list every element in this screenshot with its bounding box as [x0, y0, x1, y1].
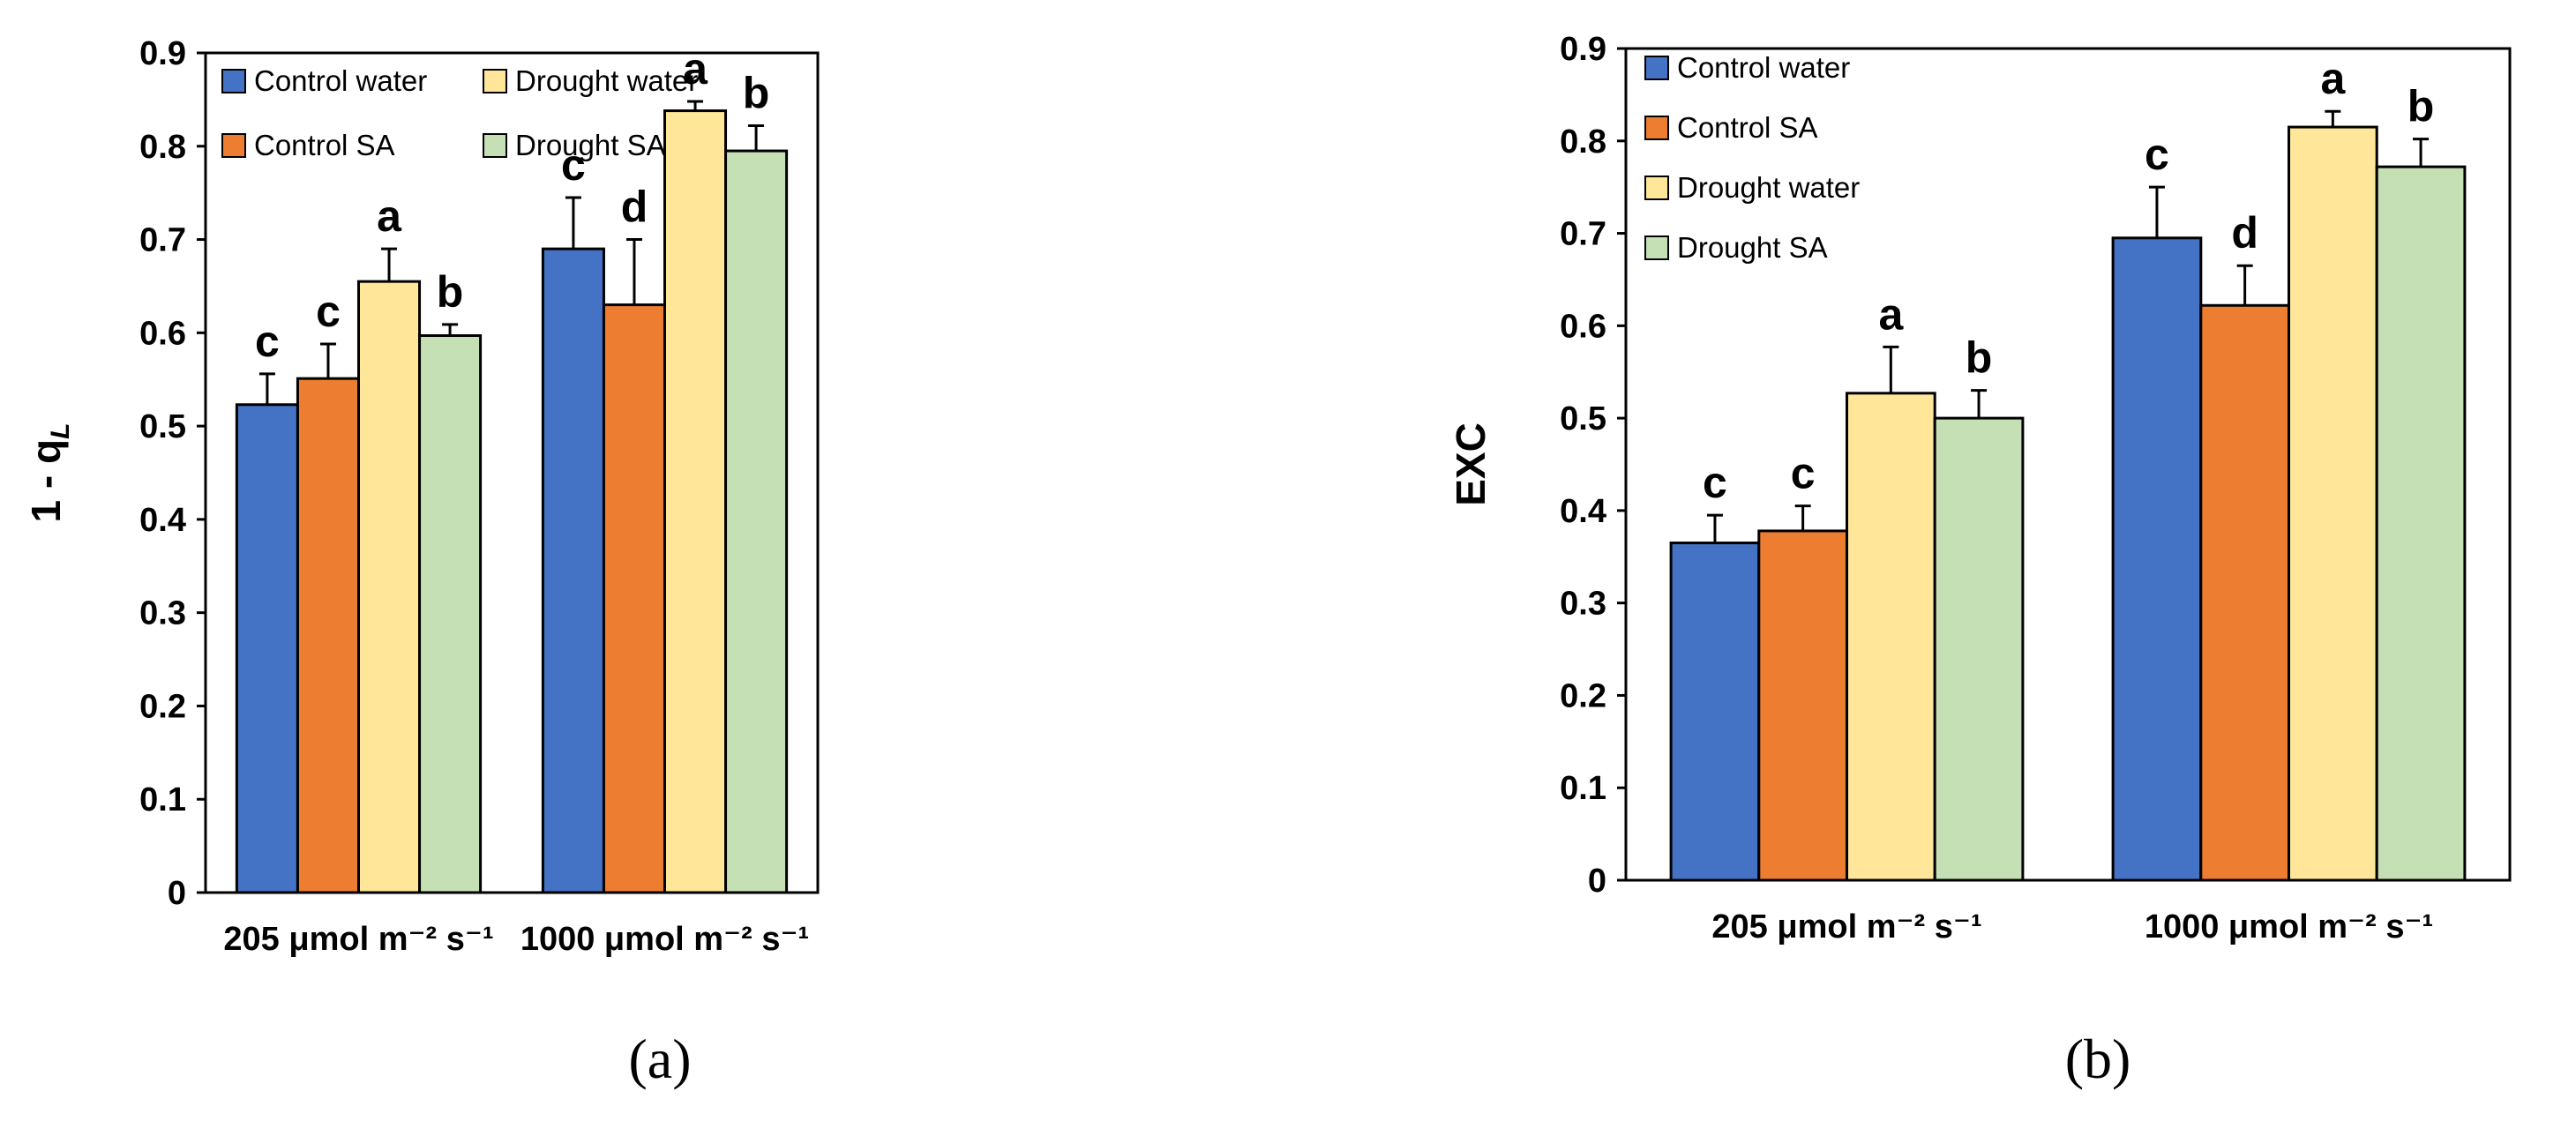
- y-axis-label-main: EXC: [1448, 422, 1494, 506]
- bar: [235, 403, 299, 894]
- y-tick-label: 0.9: [139, 35, 186, 72]
- bar: [541, 247, 605, 894]
- bar: [1757, 529, 1849, 882]
- significance-letter: c: [1791, 449, 1816, 498]
- x-category-label: 1000 μmol m⁻² s⁻¹: [2145, 908, 2433, 945]
- panel-label: (b): [2065, 1028, 2131, 1090]
- y-tick-label: 0.3: [1560, 586, 1606, 623]
- legend-swatch: [1644, 56, 1669, 80]
- significance-letter: a: [377, 191, 402, 241]
- bar: [2375, 165, 2467, 882]
- y-tick-label: 0.1: [139, 781, 186, 818]
- y-tick-label: 0.2: [1560, 677, 1606, 714]
- y-tick-label: 0.7: [1560, 216, 1606, 253]
- significance-letter: b: [743, 69, 770, 118]
- significance-letter: d: [2231, 208, 2258, 258]
- chart-panel-b: 0 0.1 0.2 0.3 0.4 0.5 0.6 0.7 0.8 0.9 EXC c c c d a a b b 2…: [1448, 31, 2512, 1090]
- significance-letter: a: [683, 44, 708, 93]
- legend-swatch: [221, 133, 246, 158]
- y-axis-label: EXC: [1448, 422, 1494, 506]
- y-tick-label: 0.6: [139, 315, 186, 352]
- bar: [2111, 236, 2203, 882]
- legend-swatch: [483, 69, 507, 93]
- legend-swatch: [1644, 235, 1669, 260]
- legend-label: Drought SA: [1677, 231, 1828, 264]
- y-tick-label: 0.6: [1560, 308, 1606, 345]
- y-axis-label-main: 1 - q: [23, 439, 69, 523]
- bar: [1846, 392, 1936, 882]
- significance-letter: a: [2320, 54, 2346, 103]
- bar: [296, 377, 360, 894]
- y-axis-label: 1 - qL: [23, 423, 75, 523]
- legend-label: Drought water: [1677, 171, 1860, 204]
- y-tick-label: 0.7: [139, 222, 186, 259]
- significance-letter: d: [621, 183, 648, 232]
- legend-label: Control SA: [1677, 111, 1818, 144]
- y-tick-label: 0.5: [139, 408, 186, 445]
- legend-swatch: [221, 69, 246, 93]
- chart-panel-a: 00.10.20.30.40.50.60.70.80.91 - qLcccdaa…: [23, 35, 820, 1090]
- legend-label: Drought water: [515, 64, 698, 97]
- significance-letter: c: [1703, 458, 1727, 507]
- legend-swatch: [483, 133, 507, 158]
- bar: [602, 303, 667, 894]
- y-tick-label: 0.4: [139, 502, 186, 539]
- significance-letter: c: [2145, 130, 2169, 179]
- x-category-label: 205 μmol m⁻² s⁻¹: [1711, 908, 1981, 945]
- significance-letter: b: [2408, 82, 2435, 131]
- legend-label: Control water: [254, 64, 427, 97]
- bar: [357, 280, 422, 894]
- legend-label: Drought SA: [515, 129, 666, 161]
- y-axis-label-subscript: L: [46, 423, 75, 439]
- significance-letter: c: [316, 287, 341, 336]
- panel-label: (a): [628, 1028, 691, 1090]
- bar: [1669, 542, 1761, 882]
- y-tick-label: 0.3: [139, 595, 186, 632]
- plot-frame: [1624, 47, 2512, 882]
- legend-label: Control water: [1677, 51, 1850, 84]
- significance-letter: a: [1878, 289, 1904, 339]
- y-tick-label: 0.5: [1560, 400, 1606, 437]
- significance-letter: b: [437, 267, 464, 317]
- x-category-label: 1000 μmol m⁻² s⁻¹: [520, 921, 809, 958]
- bar: [2288, 125, 2378, 882]
- legend-swatch: [1644, 176, 1669, 200]
- plot-frame: [204, 51, 820, 894]
- bar: [1933, 416, 2025, 882]
- y-tick-label: 0.1: [1560, 770, 1606, 807]
- bar: [418, 334, 483, 894]
- significance-letter: c: [561, 140, 586, 190]
- legend-swatch: [1644, 116, 1669, 140]
- bar: [2199, 303, 2291, 882]
- legend-label: Control SA: [254, 129, 395, 161]
- y-tick-label: 0: [1588, 863, 1606, 900]
- bar: [724, 149, 789, 894]
- bar: [663, 109, 728, 894]
- y-tick-label: 0.8: [139, 129, 186, 166]
- significance-letter: c: [255, 317, 280, 366]
- y-tick-label: 0.4: [1560, 493, 1606, 530]
- y-tick-label: 0.2: [139, 688, 186, 725]
- y-tick-label: 0: [168, 875, 186, 912]
- x-category-label: 205 μmol m⁻² s⁻¹: [223, 921, 493, 958]
- significance-letter: b: [1966, 333, 1993, 383]
- y-tick-label: 0.9: [1560, 31, 1606, 68]
- y-tick-label: 0.8: [1560, 123, 1606, 161]
